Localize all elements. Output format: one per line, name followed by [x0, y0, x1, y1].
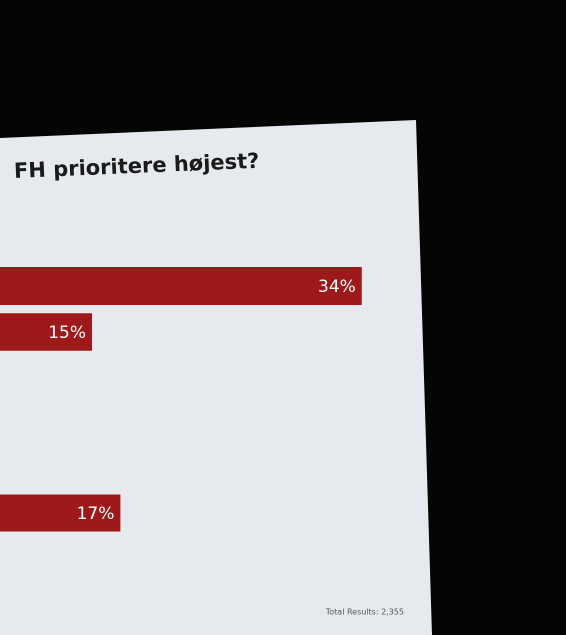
value-label: 15%: [48, 323, 86, 343]
bar: [0, 494, 121, 532]
value-label: 17%: [77, 504, 115, 524]
screen: [0, 120, 432, 635]
bar: [0, 313, 92, 351]
value-label: 34%: [318, 277, 356, 297]
bar: [0, 267, 362, 305]
total-results: Total Results: 2,355: [325, 608, 404, 617]
